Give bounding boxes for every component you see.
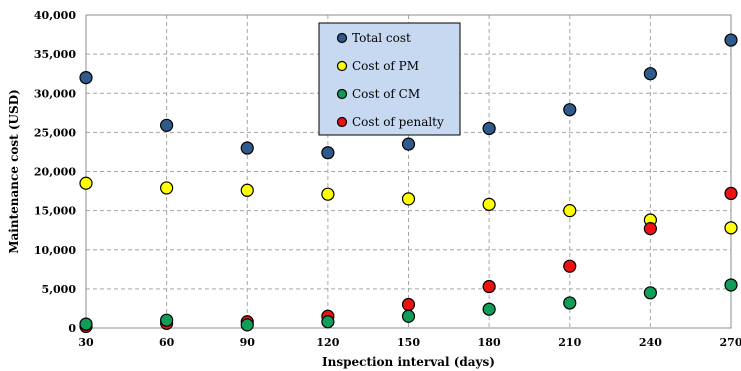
y-tick-labels: 0 5,000 10,000 15,000 20,000 25,000 30,000 35,0… xyxy=(34,9,76,335)
x-tick-label: 120 xyxy=(316,336,339,349)
data-point xyxy=(240,318,254,332)
y-tick-label: 40,000 xyxy=(34,9,76,22)
legend-marker xyxy=(336,88,348,100)
x-tick-label: 30 xyxy=(78,336,94,349)
legend-label: Total cost xyxy=(352,31,411,45)
data-point xyxy=(643,222,657,236)
plot-frame xyxy=(85,14,732,329)
data-point xyxy=(79,317,93,331)
data-point xyxy=(240,183,254,197)
data-point xyxy=(724,186,738,201)
y-axis-title: Maintenance cost (USD) xyxy=(7,89,21,254)
x-tick-label: 60 xyxy=(159,336,175,349)
y-tick-label: 25,000 xyxy=(34,126,76,139)
data-point xyxy=(643,67,657,81)
data-point xyxy=(482,121,496,136)
data-point xyxy=(321,187,335,201)
legend: Total cost Cost of PM Cost of CM Cost of pe… xyxy=(318,22,461,136)
legend-marker xyxy=(336,60,348,72)
x-tick-label: 150 xyxy=(397,336,420,349)
data-point xyxy=(79,70,93,85)
data-point xyxy=(482,197,496,211)
data-point xyxy=(563,103,577,117)
data-points xyxy=(79,33,738,334)
data-point xyxy=(563,296,577,310)
x-tick-label: 180 xyxy=(478,336,501,349)
x-tick-label: 270 xyxy=(720,336,741,349)
legend-marker xyxy=(336,32,348,44)
data-point xyxy=(482,279,496,294)
data-point xyxy=(401,137,416,151)
x-axis-title: Inspection interval (days) xyxy=(322,355,495,369)
y-tick-label: 5,000 xyxy=(42,283,77,296)
data-point xyxy=(724,221,738,235)
y-tick-label: 15,000 xyxy=(34,205,76,218)
data-point xyxy=(563,204,577,218)
data-point xyxy=(724,278,738,292)
data-point xyxy=(321,315,335,329)
legend-marker xyxy=(336,116,348,128)
x-tick-label: 210 xyxy=(558,336,581,349)
data-point xyxy=(401,309,416,323)
x-tick-labels: 30 60 90 120 150 180 210 240 270 xyxy=(78,336,741,349)
y-tick-label: 30,000 xyxy=(34,87,76,100)
data-point xyxy=(321,146,335,160)
legend-label: Cost of penalty xyxy=(352,115,444,129)
data-point xyxy=(724,33,738,47)
x-tick-label: 90 xyxy=(240,336,256,349)
data-point xyxy=(160,118,174,132)
data-point xyxy=(160,181,174,195)
data-point xyxy=(160,313,174,327)
data-point xyxy=(79,176,93,190)
data-point xyxy=(401,192,416,206)
data-point xyxy=(563,259,577,273)
legend-label: Cost of CM xyxy=(352,87,420,101)
data-point xyxy=(643,286,657,300)
legend-label: Cost of PM xyxy=(352,59,419,73)
data-point xyxy=(482,302,496,316)
y-tick-label: 0 xyxy=(68,322,76,335)
y-tick-label: 20,000 xyxy=(34,166,76,179)
x-tick-label: 240 xyxy=(639,336,662,349)
data-point xyxy=(401,297,416,312)
data-point xyxy=(240,141,254,155)
y-tick-label: 10,000 xyxy=(34,244,76,257)
y-tick-label: 35,000 xyxy=(34,48,76,61)
